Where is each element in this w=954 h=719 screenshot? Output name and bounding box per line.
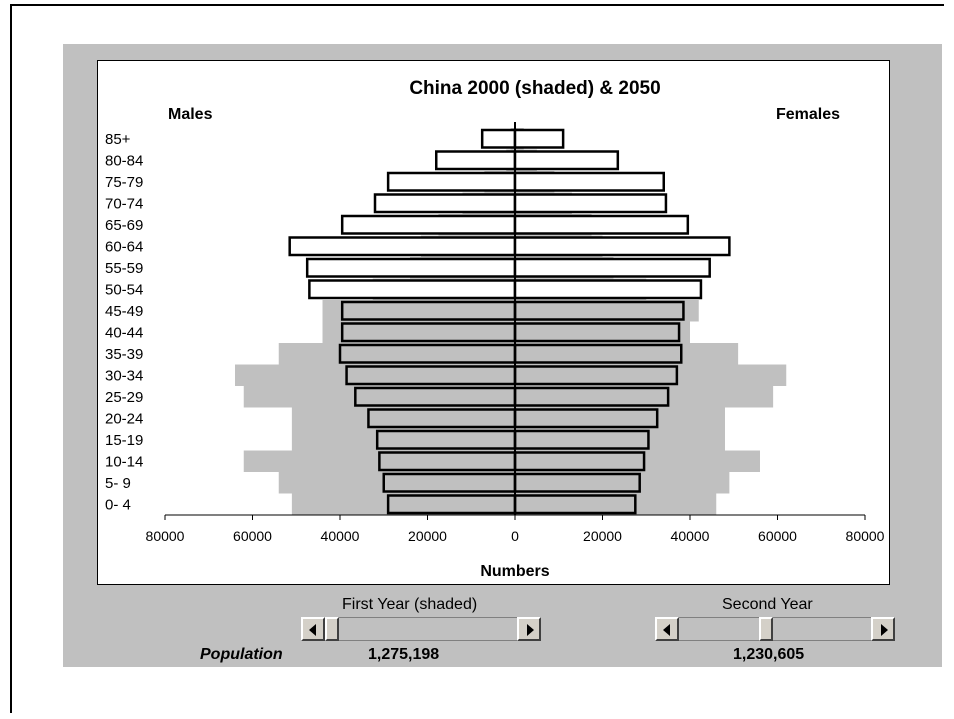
bar-2050-males	[435, 150, 517, 171]
population-pyramid-chart: China 2000 (shaded) & 2050 Males Females…	[105, 78, 885, 580]
age-group-label: 10-14	[105, 453, 143, 470]
bar-2000-females	[515, 407, 725, 429]
first-year-left-button[interactable]	[301, 617, 325, 641]
population-label: Population	[200, 646, 283, 663]
age-group-label: 50-54	[105, 281, 143, 298]
x-tick-label: 80000	[846, 528, 885, 544]
bar-2000-males	[322, 321, 515, 343]
bar-2000-males	[291, 493, 515, 515]
age-group-label: 75-79	[105, 174, 143, 191]
bar-2000-males	[322, 300, 515, 322]
bar-2050-females	[513, 150, 620, 171]
first-year-label: First Year (shaded)	[342, 596, 478, 613]
second-year-scrollbar[interactable]	[655, 617, 895, 641]
outer-frame	[10, 4, 944, 713]
chart-area: China 2000 (shaded) & 2050 Males Females…	[97, 60, 890, 585]
arrow-right-icon	[527, 624, 534, 636]
bar-2050-males	[340, 214, 517, 235]
second-year-track[interactable]	[679, 617, 871, 641]
bar-2050-females	[513, 171, 665, 192]
x-tick-label: 60000	[758, 528, 797, 544]
age-group-label: 15-19	[105, 432, 143, 449]
age-group-label: 0- 4	[105, 496, 131, 513]
age-group-label: 60-64	[105, 238, 143, 255]
chart-title: China 2000 (shaded) & 2050	[409, 78, 660, 99]
first-year-scrollbar[interactable]	[301, 617, 541, 641]
bar-2050-males	[480, 128, 517, 149]
bar-2050-females	[513, 214, 690, 235]
bar-2000-females	[515, 493, 717, 515]
x-tick-label: 60000	[233, 528, 272, 544]
bar-2000-males	[278, 343, 515, 365]
arrow-right-icon	[881, 624, 888, 636]
x-tick-label: 0	[511, 528, 519, 544]
bar-2000-females	[515, 321, 690, 343]
first-year-thumb[interactable]	[325, 617, 339, 641]
bar-2050-males	[308, 279, 517, 300]
age-group-label: 70-74	[105, 195, 143, 212]
bar-2000-males	[291, 407, 515, 429]
bar-2050-females	[513, 236, 731, 257]
bar-2000-males	[243, 386, 515, 408]
bar-2000-females	[515, 300, 699, 322]
bar-2050-males	[305, 257, 517, 278]
x-tick-label: 20000	[408, 528, 447, 544]
age-group-label: 30-34	[105, 367, 143, 384]
first-year-population: 1,275,198	[368, 646, 440, 663]
age-group-label: 40-44	[105, 324, 143, 341]
bar-2000-males	[278, 472, 515, 494]
second-year-thumb[interactable]	[759, 617, 774, 641]
x-tick-label: 20000	[583, 528, 622, 544]
bar-2050-females	[513, 257, 711, 278]
bar-2050-males	[288, 236, 517, 257]
x-tick-label: 40000	[321, 528, 360, 544]
second-year-right-button[interactable]	[871, 617, 895, 641]
x-tick-label: 40000	[671, 528, 710, 544]
arrow-left-icon	[663, 624, 670, 636]
bar-2000-females	[515, 450, 760, 472]
age-group-label: 35-39	[105, 346, 143, 363]
first-year-track[interactable]	[325, 617, 517, 641]
x-axis-label: Numbers	[480, 563, 549, 580]
bar-2000-males	[291, 429, 515, 451]
age-group-label: 20-24	[105, 410, 143, 427]
x-tick-label: 80000	[146, 528, 185, 544]
age-group-label: 25-29	[105, 389, 143, 406]
bar-2050-males	[386, 171, 517, 192]
bar-2050-females	[513, 128, 565, 149]
bar-2000-females	[515, 386, 774, 408]
second-year-left-button[interactable]	[655, 617, 679, 641]
females-label: Females	[776, 106, 840, 123]
age-group-label: 55-59	[105, 260, 143, 277]
bar-2050-males	[373, 193, 517, 214]
bar-2000-females	[515, 364, 787, 386]
males-label: Males	[168, 106, 213, 123]
first-year-right-button[interactable]	[517, 617, 541, 641]
age-group-label: 65-69	[105, 217, 143, 234]
bar-2000-females	[515, 429, 725, 451]
bar-2000-males	[235, 364, 515, 386]
age-group-label: 80-84	[105, 152, 143, 169]
age-group-label: 45-49	[105, 303, 143, 320]
bar-2000-females	[515, 472, 730, 494]
bar-2050-females	[513, 193, 668, 214]
bar-2050-females	[513, 279, 703, 300]
second-year-population: 1,230,605	[733, 646, 805, 663]
arrow-left-icon	[309, 624, 316, 636]
second-year-label: Second Year	[722, 596, 813, 613]
age-group-label: 85+	[105, 131, 131, 148]
age-group-label: 5- 9	[105, 475, 131, 492]
